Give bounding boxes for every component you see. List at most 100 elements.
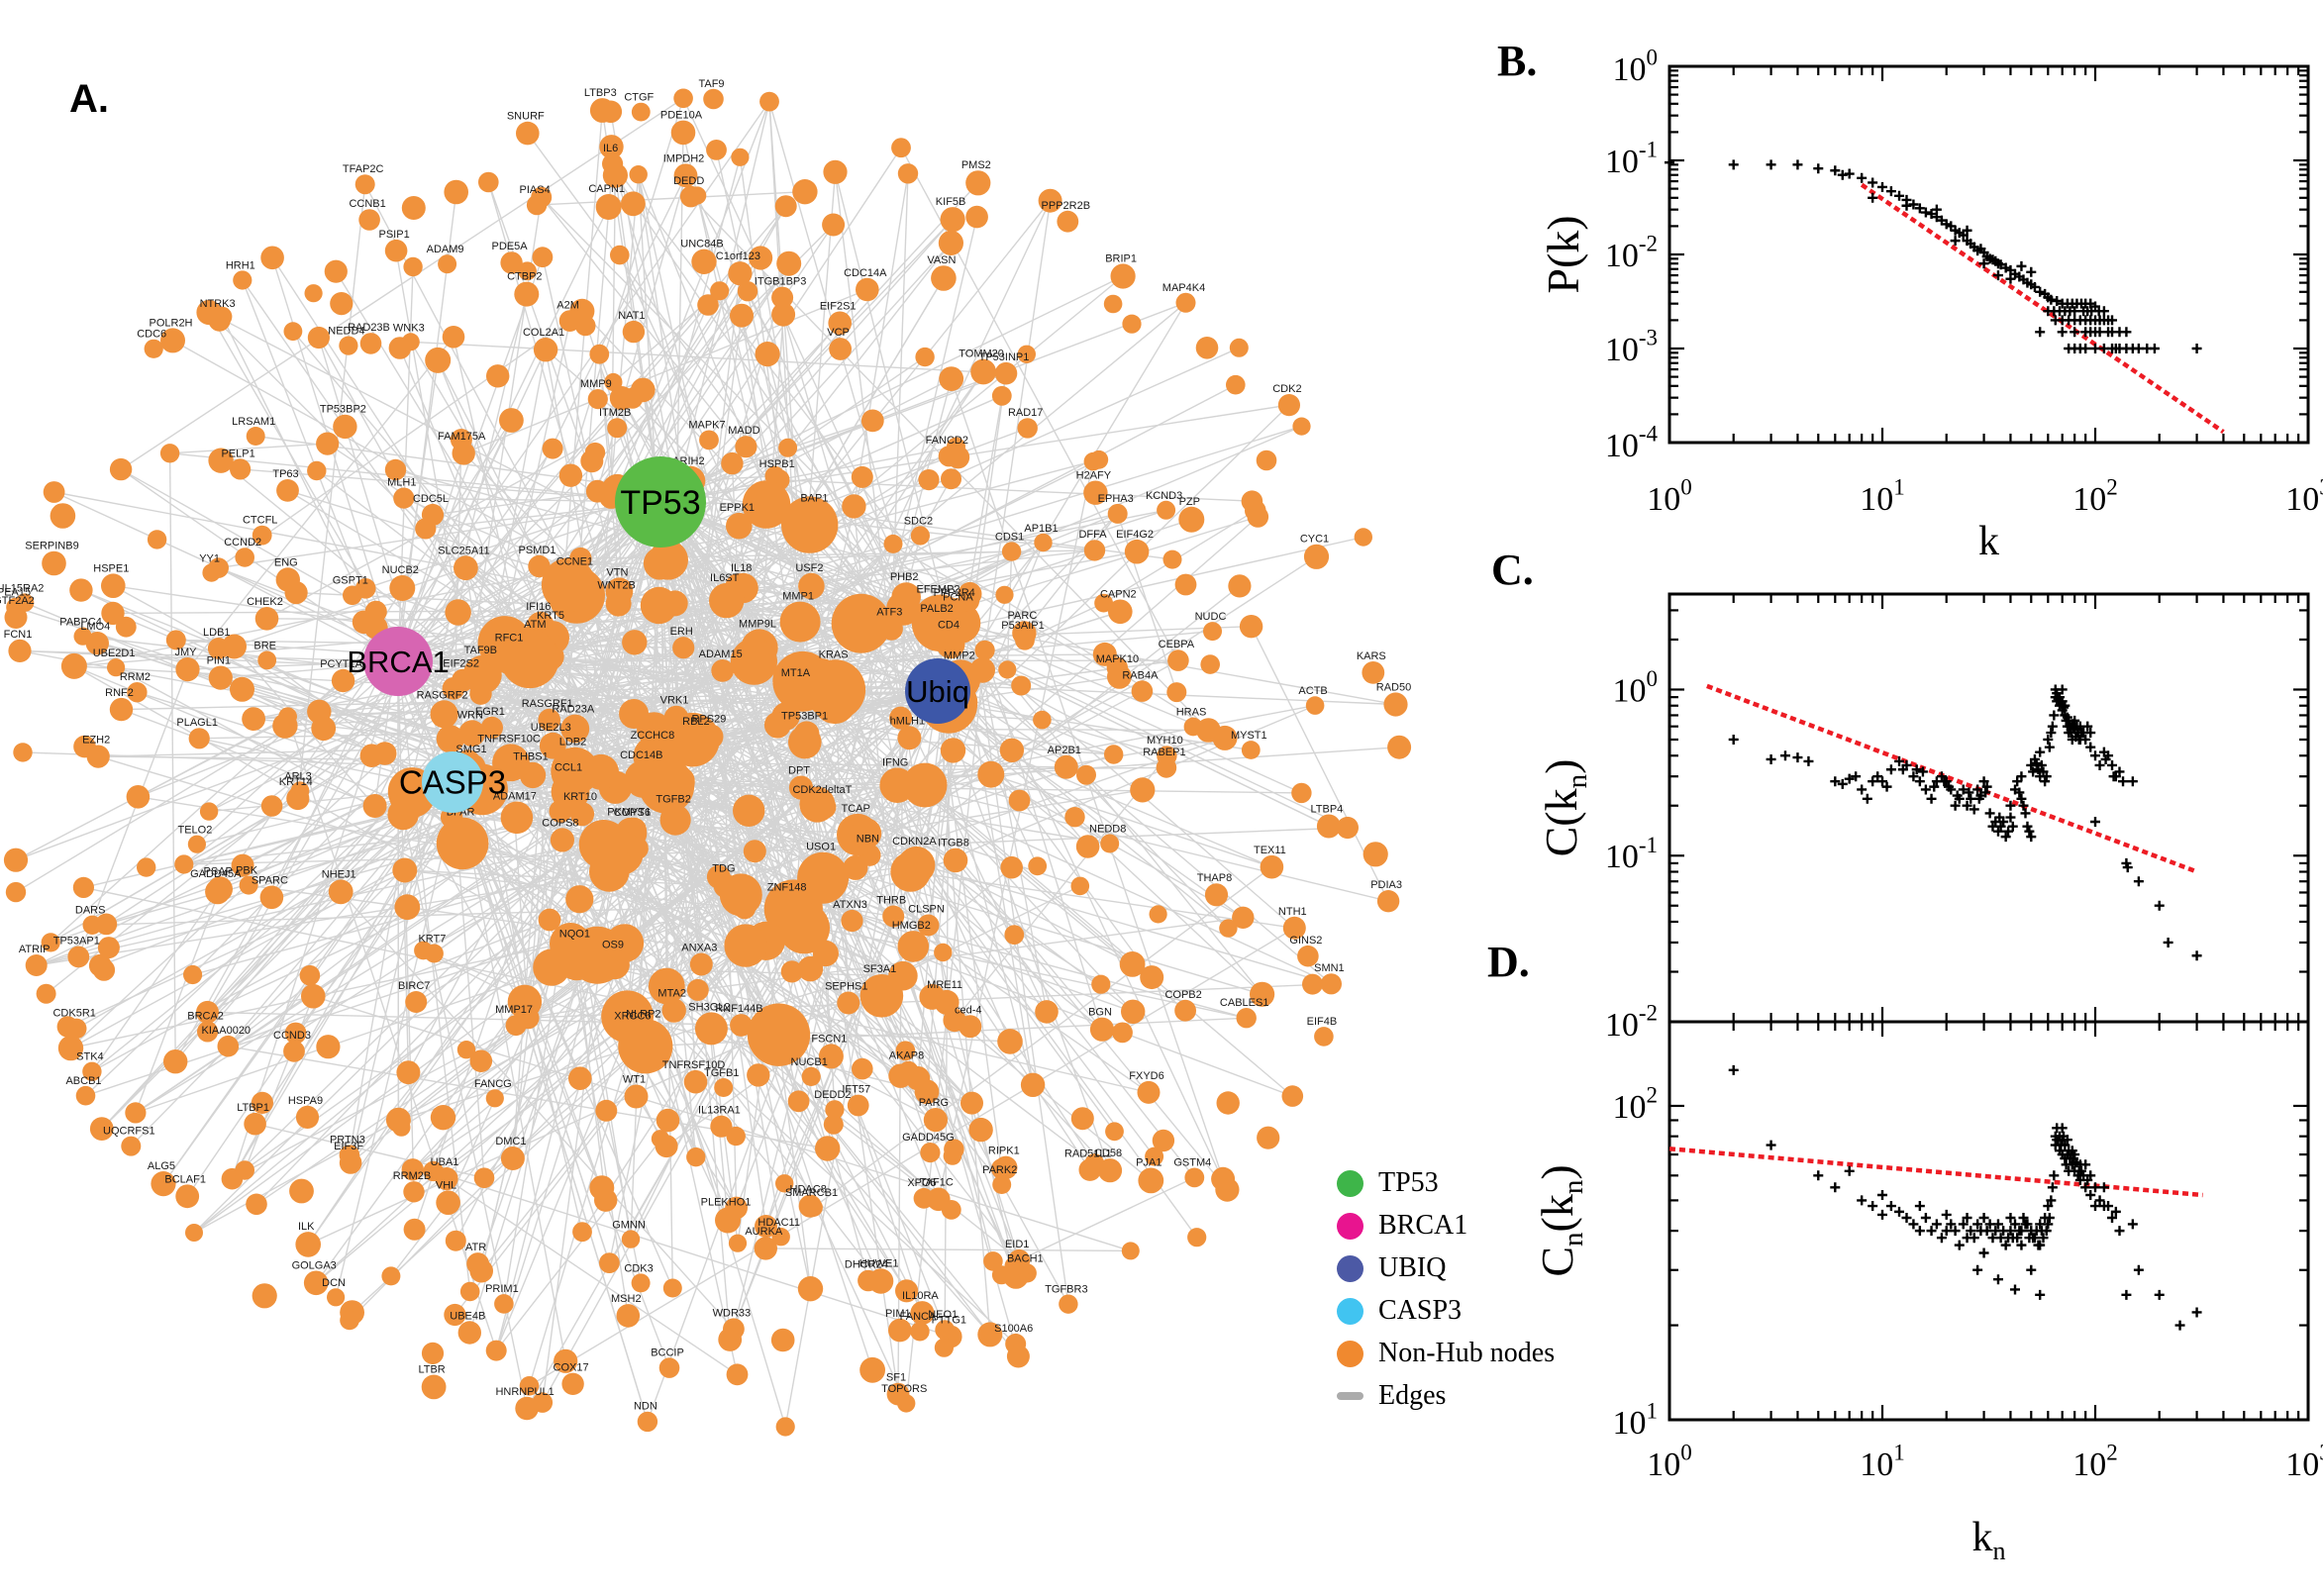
- network-node: [538, 908, 561, 932]
- network-edge: [233, 646, 376, 807]
- network-node: [730, 1014, 753, 1037]
- data-point: [1950, 800, 1961, 811]
- data-point: [2000, 832, 2011, 843]
- network-node-label: WRN: [457, 709, 483, 721]
- network-node: [1314, 1027, 1334, 1047]
- network-node-label: BACH1: [1007, 1252, 1044, 1264]
- network-node-label: LTBP3: [584, 87, 617, 99]
- data-point: [1908, 199, 1919, 210]
- network-node-label: ENG: [274, 556, 298, 568]
- network-node: [934, 943, 953, 962]
- data-point: [2107, 315, 2118, 326]
- network-hub-edge: [937, 690, 1111, 1171]
- network-edge: [397, 1017, 529, 1121]
- data-point: [2085, 1190, 2096, 1200]
- network-hub-node: [363, 627, 433, 696]
- network-node: [779, 601, 821, 643]
- network-node: [259, 885, 284, 910]
- data-point: [1901, 759, 1912, 770]
- data-point: [1984, 1219, 1995, 1230]
- network-node-label: MLH1: [387, 476, 416, 488]
- data-point: [2098, 306, 2109, 317]
- network-node-label: ADAM9: [427, 244, 464, 255]
- network-edge: [349, 794, 413, 1155]
- network-edge: [168, 452, 176, 1062]
- network-node: [217, 1035, 240, 1057]
- network-node: [910, 1301, 935, 1326]
- network-node: [797, 1276, 824, 1302]
- network-node: [283, 1040, 305, 1062]
- network-node-label: CEBPA: [1159, 639, 1195, 650]
- x-tick-label: 102: [2072, 1441, 2118, 1483]
- data-point: [1992, 1274, 2003, 1285]
- network-node: [851, 818, 882, 849]
- network-node-label: THBS1: [513, 751, 548, 763]
- x-tick-label: 101: [1860, 1441, 1905, 1483]
- network-node: [109, 697, 134, 722]
- data-point: [1877, 1209, 1887, 1220]
- data-point: [1908, 771, 1919, 782]
- network-node: [1387, 735, 1412, 759]
- network-edge: [967, 601, 1069, 1305]
- network-node: [1363, 842, 1388, 867]
- data-point: [2133, 876, 2144, 887]
- network-edge: [491, 509, 1166, 729]
- network-node-label: SF1: [886, 1372, 906, 1384]
- network-node-label: RAD23A: [552, 704, 594, 716]
- network-node-label: ITGB8: [938, 838, 969, 849]
- network-node-label: BRIP1: [1105, 252, 1137, 264]
- data-point: [2018, 1213, 2029, 1223]
- network-node: [159, 444, 180, 463]
- network-node: [539, 732, 566, 759]
- network-node-label: NAT1: [618, 310, 645, 322]
- network-node: [1232, 906, 1255, 929]
- network-node-label: MAPK10: [1096, 653, 1139, 665]
- network-node: [235, 548, 254, 567]
- plot-frame: [1667, 592, 2310, 1024]
- network-node: [196, 299, 222, 326]
- network-node: [888, 1318, 912, 1343]
- data-point: [2040, 776, 2051, 787]
- network-node: [688, 186, 707, 205]
- network-node: [246, 1193, 267, 1216]
- network-node-label: A2M: [556, 299, 579, 311]
- network-node: [239, 875, 258, 895]
- data-point: [1981, 1226, 1992, 1237]
- network-node: [500, 801, 534, 835]
- network-node: [631, 102, 651, 122]
- network-node-label: LTBR: [418, 1364, 445, 1376]
- network-node: [1336, 816, 1359, 840]
- network-node: [763, 711, 791, 739]
- data-point: [2090, 1182, 2100, 1193]
- network-node: [694, 1012, 728, 1046]
- network-node: [533, 948, 570, 986]
- data-point: [2090, 1201, 2100, 1212]
- network-node-label: KRT5: [537, 610, 564, 622]
- network-node-label: FSCN1: [811, 1034, 847, 1046]
- data-point: [1792, 752, 1803, 763]
- network-node: [450, 429, 472, 450]
- data-point: [2060, 1140, 2070, 1150]
- network-hub-edge: [397, 660, 1081, 887]
- network-node-label: WNK3: [393, 322, 425, 334]
- network-edge: [83, 886, 674, 1012]
- data-point: [2191, 344, 2202, 353]
- network-node: [403, 1181, 425, 1203]
- network-node-label: CYC1: [1300, 534, 1329, 546]
- network-node-label: ZNF148: [767, 881, 807, 893]
- network-edge: [865, 302, 1187, 835]
- data-point: [1857, 172, 1868, 183]
- network-edge: [169, 443, 328, 454]
- y-tick-label: 100: [1613, 666, 1659, 709]
- network-node: [774, 195, 797, 218]
- data-point: [1868, 177, 1878, 188]
- network-node-label: S100A6: [994, 1323, 1033, 1335]
- network-node: [251, 1091, 273, 1114]
- legend-item: UBIQ: [1337, 1253, 1555, 1283]
- network-node: [661, 590, 688, 617]
- data-point: [2127, 1219, 2138, 1230]
- data-point: [2094, 759, 2105, 770]
- data-point: [2016, 771, 2027, 782]
- network-node-label: MADD: [728, 425, 759, 437]
- network-node: [445, 599, 471, 626]
